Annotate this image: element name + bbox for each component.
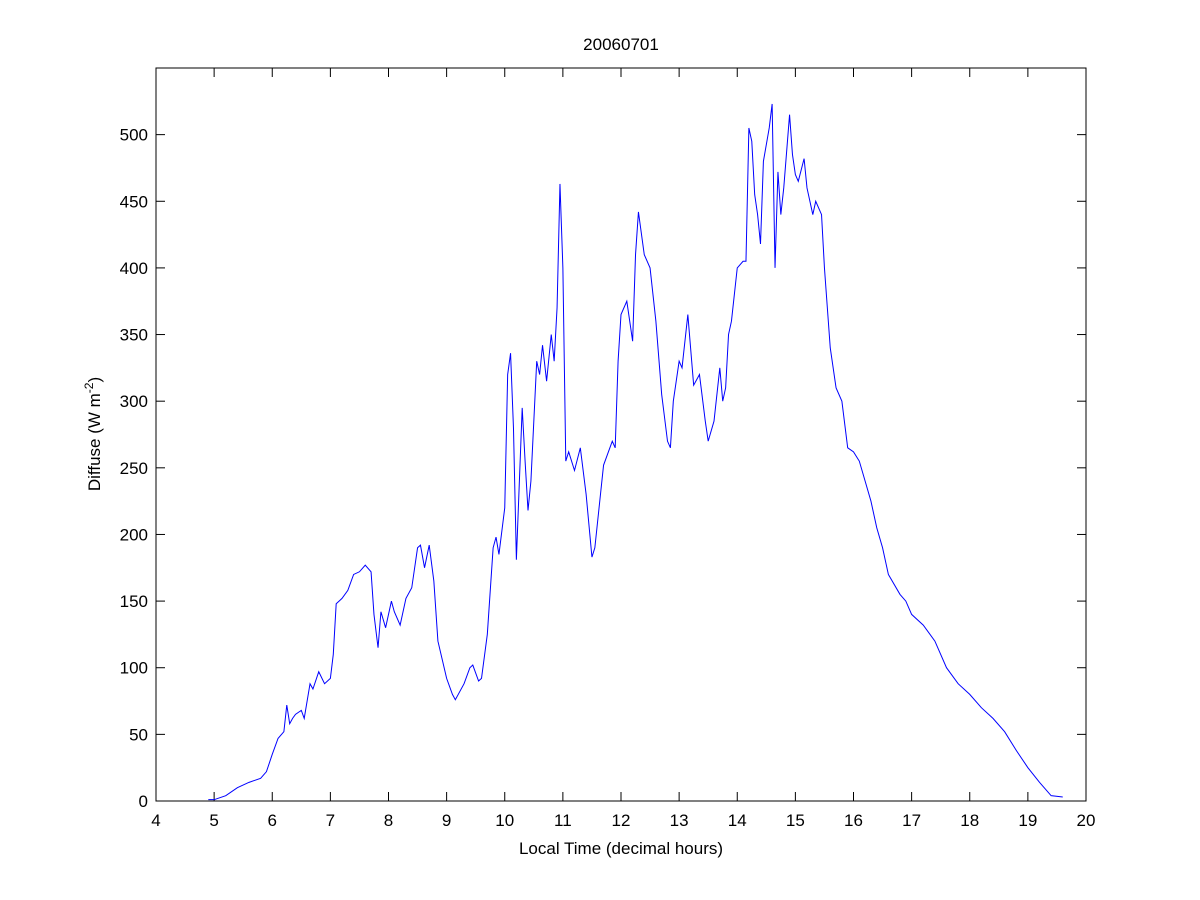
y-axis-label: Diffuse (W m-2) <box>82 377 104 491</box>
x-tick-label: 12 <box>612 811 631 830</box>
chart-title: 20060701 <box>583 35 659 54</box>
x-tick-label: 9 <box>442 811 451 830</box>
y-tick-label: 450 <box>120 192 148 211</box>
y-axis-label-suffix: ) <box>85 377 104 383</box>
x-tick-label: 18 <box>960 811 979 830</box>
x-tick-label: 8 <box>384 811 393 830</box>
y-tick-label: 350 <box>120 326 148 345</box>
x-tick-label: 19 <box>1018 811 1037 830</box>
x-tick-label: 4 <box>151 811 160 830</box>
x-tick-label: 6 <box>268 811 277 830</box>
line-series <box>208 103 1063 801</box>
y-tick-label: 50 <box>129 725 148 744</box>
x-axis-label: Local Time (decimal hours) <box>519 839 723 858</box>
x-tick-label: 16 <box>844 811 863 830</box>
x-tick-label: 13 <box>670 811 689 830</box>
y-tick-label: 100 <box>120 659 148 678</box>
x-tick-label: 17 <box>902 811 921 830</box>
x-tick-label: 15 <box>786 811 805 830</box>
y-tick-label: 300 <box>120 392 148 411</box>
y-tick-label: 0 <box>139 792 148 811</box>
y-tick-label: 250 <box>120 459 148 478</box>
y-tick-label: 150 <box>120 592 148 611</box>
y-axis-label-sup: -2 <box>82 382 96 393</box>
y-axis-label-text: Diffuse (W m <box>85 393 104 491</box>
x-tick-label: 5 <box>209 811 218 830</box>
x-tick-label: 7 <box>326 811 335 830</box>
y-tick-label: 400 <box>120 259 148 278</box>
x-tick-label: 10 <box>495 811 514 830</box>
y-tick-label: 500 <box>120 126 148 145</box>
x-tick-label: 14 <box>728 811 747 830</box>
x-tick-label: 11 <box>554 811 572 830</box>
y-tick-label: 200 <box>120 525 148 544</box>
x-tick-label: 20 <box>1077 811 1096 830</box>
